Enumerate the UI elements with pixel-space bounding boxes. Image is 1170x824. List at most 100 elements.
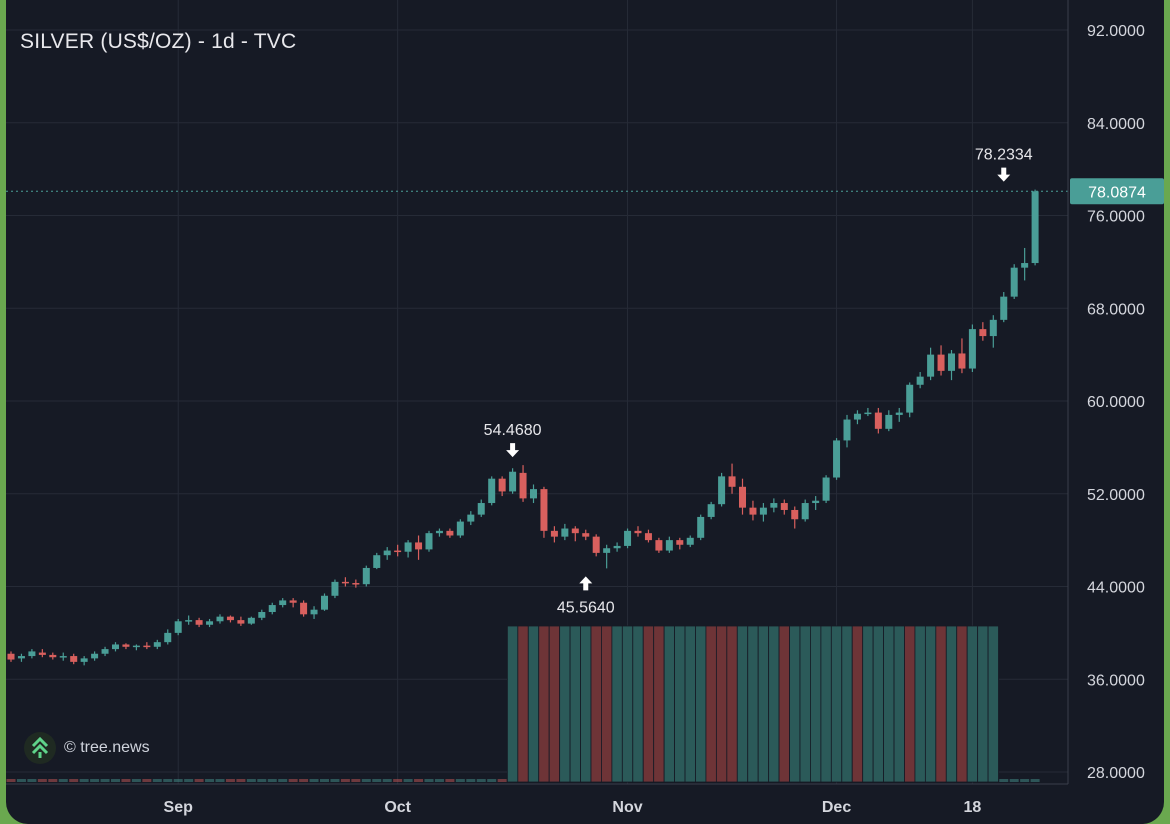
candle — [498, 476, 506, 497]
candle-body — [864, 412, 872, 415]
volume-bar — [789, 625, 801, 783]
volume-bar-small — [215, 779, 225, 782]
volume-bar — [590, 625, 602, 783]
candle — [906, 382, 914, 418]
chart-frame: 78.0874 54.4680 45.5640 78.2334 92.0000 84.0… — [6, 0, 1164, 824]
candle — [38, 649, 46, 658]
candle-body — [59, 656, 67, 658]
candle-body — [164, 632, 172, 643]
candle — [561, 523, 569, 541]
volume-bar — [695, 625, 707, 783]
candle — [686, 535, 694, 548]
price-annotation: 45.5640 — [557, 576, 615, 616]
candle — [927, 347, 935, 381]
candle — [7, 651, 15, 662]
candle — [112, 642, 119, 652]
candle-body — [812, 500, 820, 504]
candle-body — [968, 329, 976, 369]
y-tick-label: 76.0000 — [1087, 209, 1145, 226]
candle — [916, 372, 924, 389]
annotations: 78.0874 54.4680 45.5640 78.2334 — [6, 147, 1164, 616]
volume-bar — [883, 625, 895, 783]
candle — [446, 528, 454, 538]
volume-bar — [841, 625, 853, 783]
volume-bar — [893, 625, 905, 783]
candle-body — [749, 507, 757, 515]
volume-bar-small — [58, 779, 68, 782]
volume-bar-small — [299, 779, 309, 782]
volume-bar — [684, 625, 696, 783]
volume-bar — [966, 625, 979, 783]
candle — [383, 547, 391, 560]
volume-bar-small — [424, 779, 434, 782]
candle-body — [373, 555, 381, 568]
candle — [226, 615, 234, 623]
volume-bar-small — [194, 779, 204, 782]
candle — [456, 519, 464, 538]
y-tick-label: 28.0000 — [1087, 765, 1145, 782]
candle — [519, 465, 527, 502]
candle-body — [759, 507, 767, 515]
candle-body — [216, 616, 224, 622]
candle — [373, 552, 381, 570]
candle-body — [112, 644, 119, 650]
candle-body — [843, 419, 851, 441]
candle-body — [17, 656, 25, 659]
volume-bar-small — [48, 779, 58, 782]
volume-bar — [517, 625, 529, 783]
price-chart[interactable]: 78.0874 54.4680 45.5640 78.2334 92.0000 84.0… — [6, 0, 1164, 824]
candle-body — [1021, 263, 1029, 268]
x-tick-label: Sep — [164, 799, 194, 816]
volume-bar — [872, 625, 884, 783]
candle — [1010, 264, 1018, 299]
volume-bar-small — [225, 779, 235, 782]
candle — [467, 511, 475, 526]
candle — [665, 536, 673, 553]
candle — [509, 468, 517, 494]
candle — [759, 503, 767, 522]
candle-body — [143, 645, 151, 648]
candle — [70, 653, 78, 665]
candle-body — [185, 620, 193, 622]
candle — [1031, 189, 1039, 266]
volume-bar — [830, 625, 843, 783]
candle — [728, 463, 736, 494]
volume-bar-small — [351, 779, 361, 782]
candle-body — [247, 617, 255, 624]
watermark: © tree.news — [24, 732, 150, 764]
candle — [885, 410, 893, 432]
volume-bar-small — [100, 779, 110, 782]
volume-bar — [945, 625, 958, 783]
chart-title: SILVER (US$/OZ) - 1d - TVC — [20, 30, 297, 53]
candle — [697, 514, 705, 541]
candle-body — [435, 530, 443, 534]
volume-bar-small — [330, 779, 340, 782]
candle — [425, 530, 433, 552]
candle-body — [937, 354, 945, 371]
volume-bar-small — [121, 779, 131, 782]
volume-bar — [538, 625, 550, 783]
volume-bar-small — [142, 779, 152, 782]
candle-body — [321, 595, 328, 610]
candle-body — [310, 609, 318, 615]
candle-body — [519, 472, 527, 499]
candle-body — [822, 477, 830, 501]
candle — [634, 526, 642, 537]
candle-body — [853, 413, 861, 420]
volume-bar — [663, 625, 675, 783]
volume-bar-small — [6, 779, 16, 782]
candle-body — [28, 651, 36, 657]
volume-bar-small — [361, 779, 371, 782]
candle — [404, 540, 412, 558]
candles — [7, 189, 1039, 666]
volume-bar-small — [487, 779, 497, 782]
candle — [822, 475, 830, 504]
candle-body — [561, 528, 569, 537]
x-tick-label: Dec — [822, 799, 851, 816]
candle — [707, 501, 715, 520]
candle-body — [707, 504, 715, 517]
candle-body — [634, 530, 642, 534]
volume-bar-small — [37, 779, 47, 782]
candle-body — [916, 376, 924, 385]
candle-body — [352, 583, 360, 585]
